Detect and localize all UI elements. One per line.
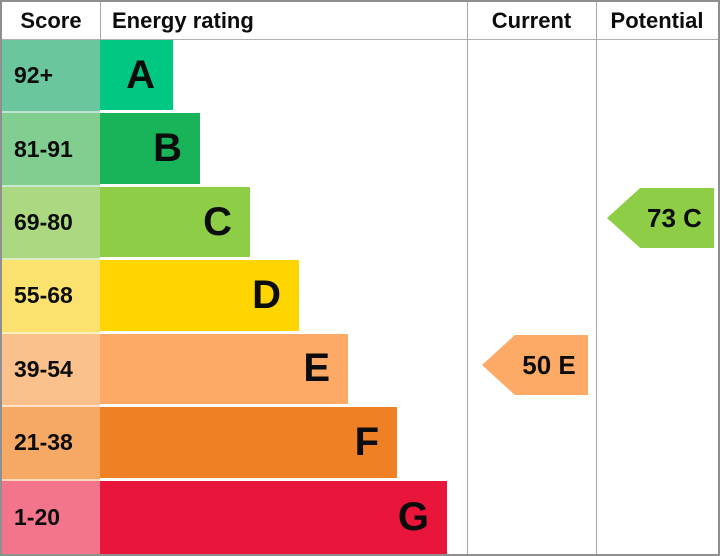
potential-rating-label: 73 C xyxy=(647,202,702,233)
band-row: 69-80 C xyxy=(2,186,718,261)
band-row: 39-54 E xyxy=(2,333,718,408)
chart-header: Score Energy rating Current Potential xyxy=(2,2,718,40)
band-row: 1-20 G xyxy=(2,480,718,554)
score-range: 69-80 xyxy=(2,186,100,261)
current-rating-label: 50 E xyxy=(522,349,576,380)
score-range: 21-38 xyxy=(2,407,100,481)
score-range: 1-20 xyxy=(2,480,100,554)
column-divider-potential xyxy=(596,2,597,554)
rating-bar: G xyxy=(100,480,447,554)
rating-bar: C xyxy=(100,186,250,258)
header-potential: Potential xyxy=(610,7,704,33)
band-rows: 92+ A 81-91 B 69-80 C 55-68 D 39-54 E 21… xyxy=(2,40,718,554)
header-score: Score xyxy=(20,7,82,33)
header-energy-rating: Energy rating xyxy=(112,7,254,33)
band-row: 21-38 F xyxy=(2,407,718,481)
score-range: 55-68 xyxy=(2,260,100,334)
score-range: 81-91 xyxy=(2,113,100,187)
band-row: 81-91 B xyxy=(2,113,718,187)
score-range: 92+ xyxy=(2,40,100,114)
rating-bar: F xyxy=(100,407,397,478)
band-row: 92+ A xyxy=(2,40,718,114)
score-range: 39-54 xyxy=(2,333,100,408)
column-divider-current xyxy=(467,2,468,554)
band-row: 55-68 D xyxy=(2,260,718,334)
rating-bar: D xyxy=(100,260,299,331)
header-current: Current xyxy=(491,7,572,33)
rating-bar: B xyxy=(100,113,200,184)
rating-bar: E xyxy=(100,333,348,405)
column-divider-score xyxy=(100,2,101,40)
rating-bar: A xyxy=(100,40,173,111)
